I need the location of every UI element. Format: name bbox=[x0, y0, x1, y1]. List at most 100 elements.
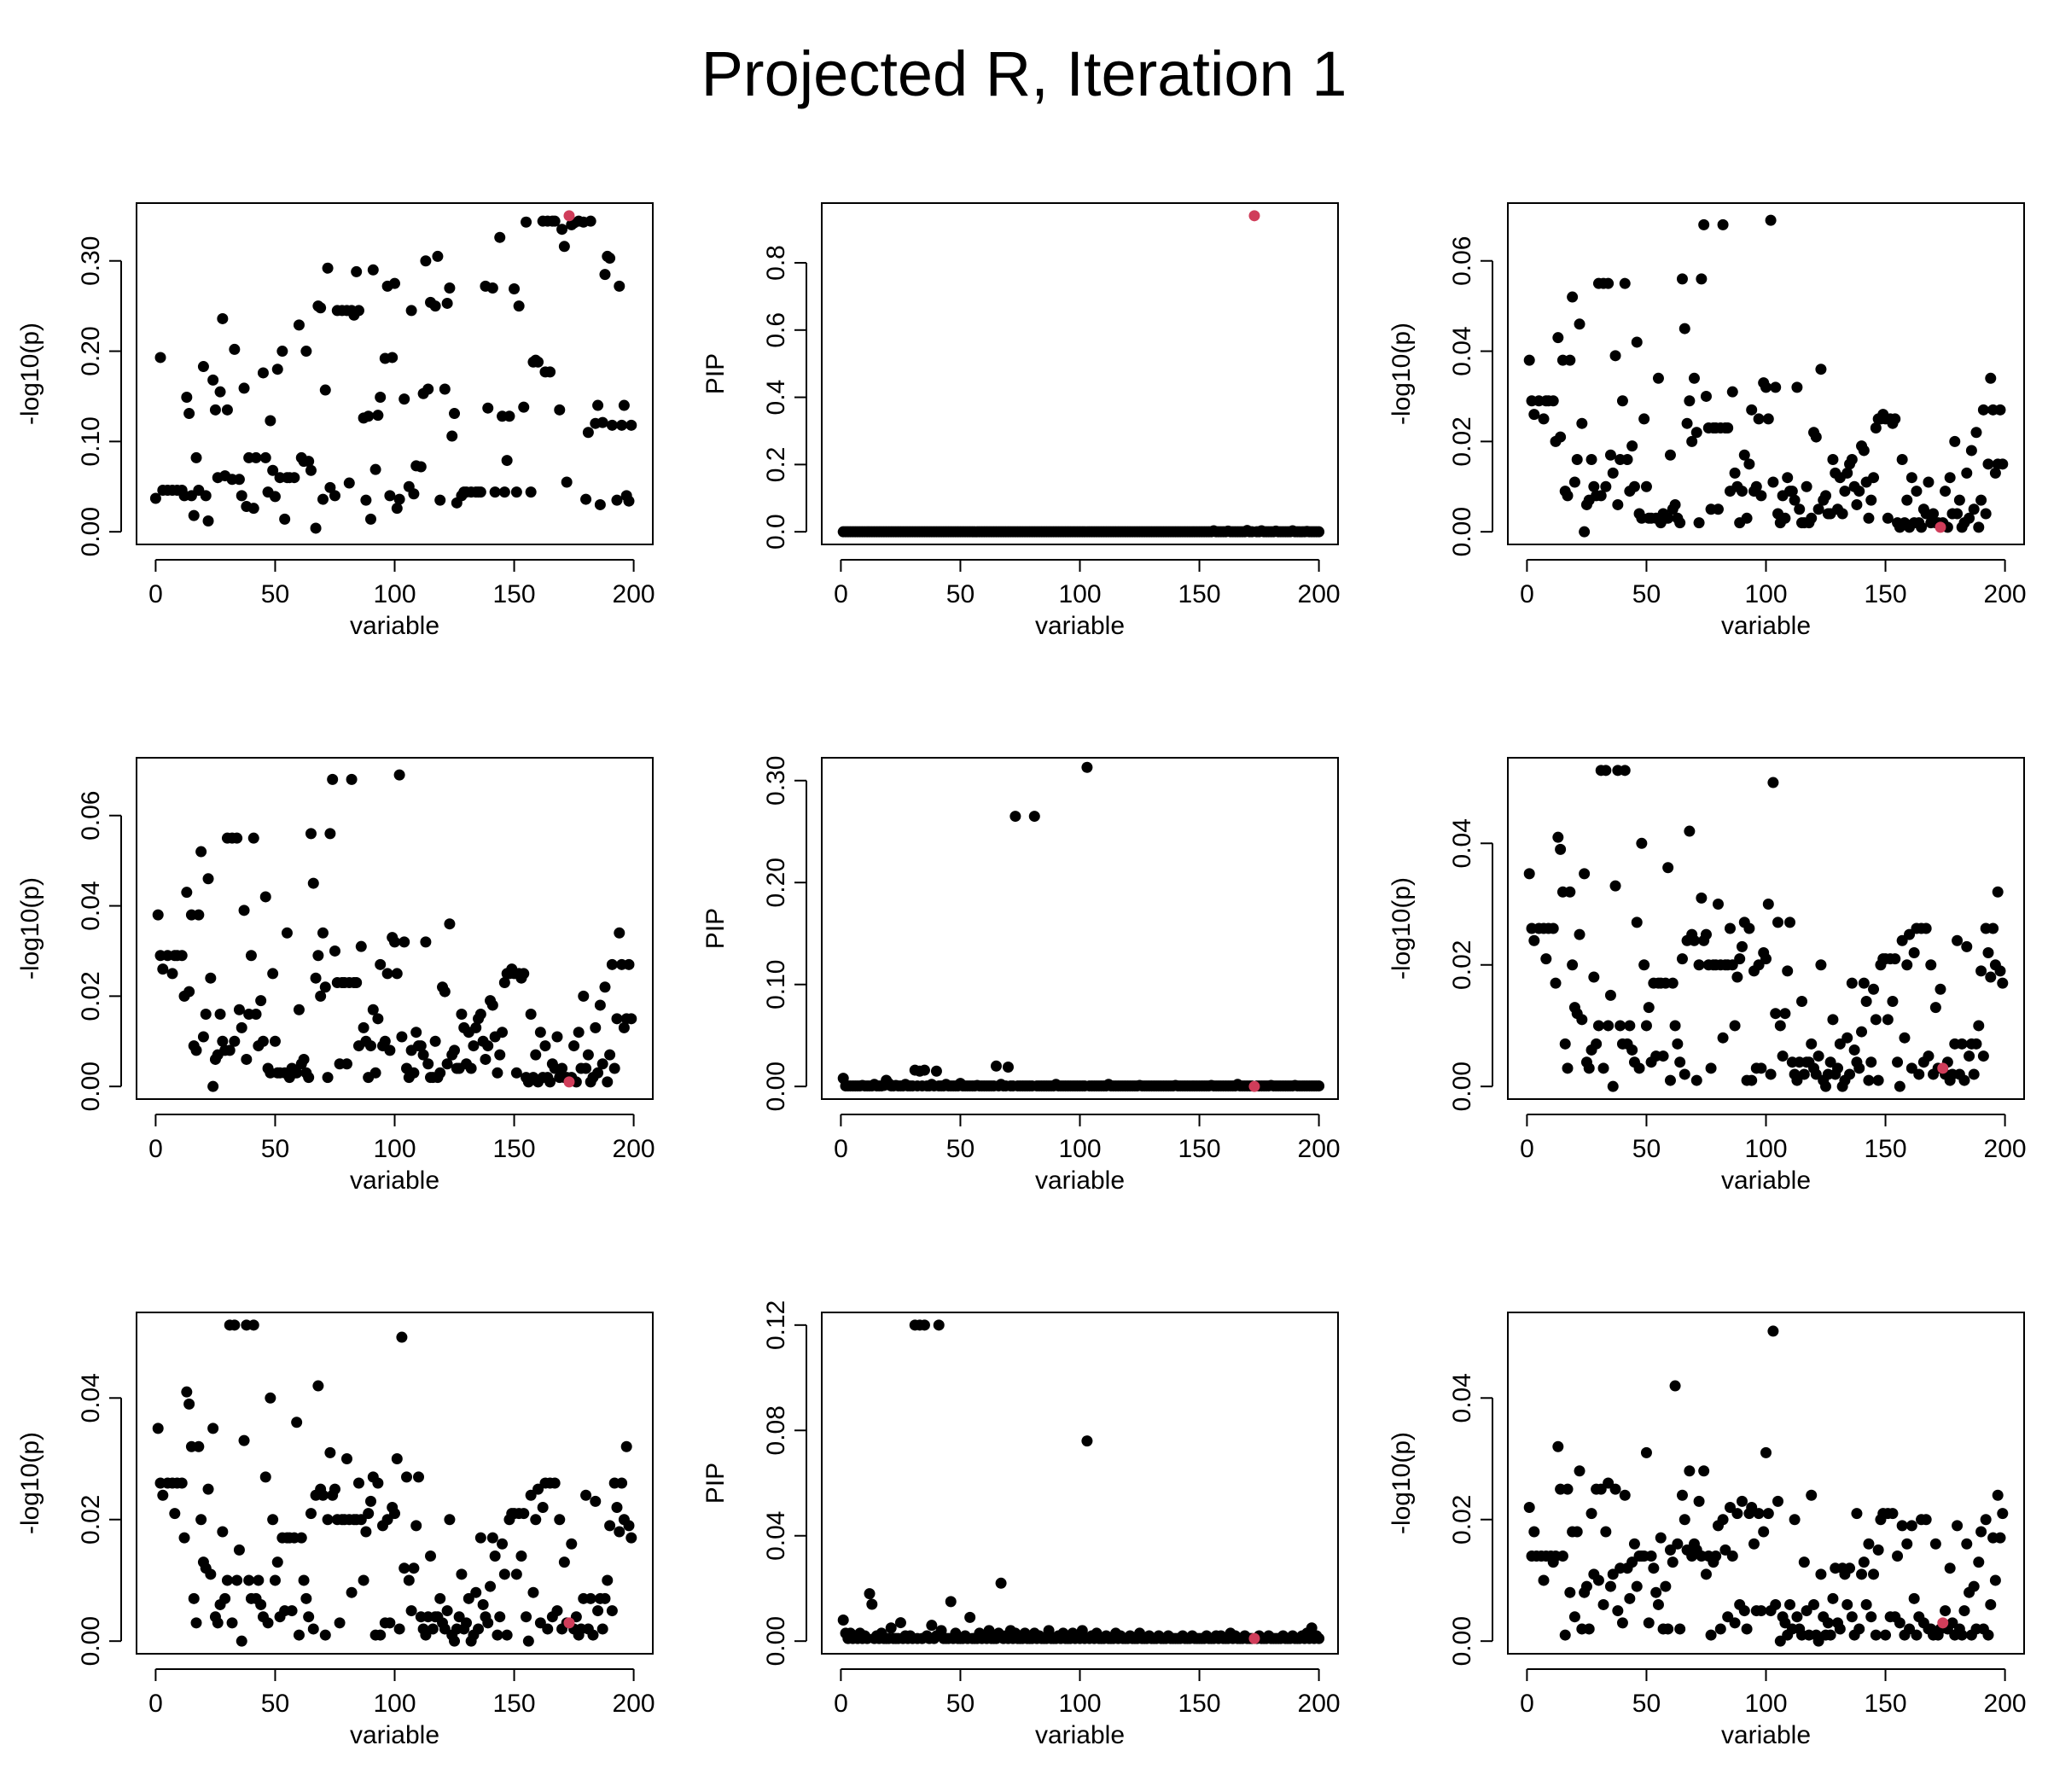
data-point bbox=[1892, 1550, 1904, 1562]
data-point bbox=[1985, 1598, 1997, 1610]
data-point bbox=[238, 1434, 250, 1446]
data-point bbox=[360, 1526, 372, 1538]
data-point bbox=[310, 522, 322, 534]
data-point bbox=[375, 958, 387, 970]
data-point bbox=[1619, 765, 1631, 777]
data-point bbox=[1741, 1623, 1753, 1635]
data-point bbox=[1736, 486, 1748, 497]
data-point bbox=[1672, 1038, 1684, 1050]
data-point bbox=[236, 1021, 247, 1033]
data-point bbox=[233, 1544, 245, 1556]
data-point bbox=[1820, 490, 1832, 502]
x-tick-label: 50 bbox=[261, 1690, 289, 1718]
data-point bbox=[596, 1058, 608, 1070]
data-point bbox=[509, 283, 521, 295]
data-point bbox=[312, 950, 324, 962]
data-point bbox=[1865, 1611, 1877, 1623]
data-point bbox=[1889, 953, 1901, 965]
data-point bbox=[1920, 1514, 1932, 1526]
data-point bbox=[1603, 277, 1615, 289]
x-tick-label: 0 bbox=[834, 1135, 848, 1163]
data-point bbox=[1853, 1062, 1865, 1074]
data-point bbox=[604, 1520, 616, 1532]
x-tick-label: 200 bbox=[1984, 1690, 2027, 1718]
data-point bbox=[1882, 512, 1894, 524]
data-point bbox=[1977, 1050, 1989, 1062]
data-point bbox=[1564, 354, 1576, 366]
data-point bbox=[190, 451, 202, 463]
data-point bbox=[1640, 1020, 1652, 1032]
data-point bbox=[1607, 1080, 1619, 1092]
data-point bbox=[1562, 1483, 1574, 1495]
data-point bbox=[317, 493, 329, 505]
data-point bbox=[530, 1514, 542, 1526]
data-point bbox=[410, 1027, 422, 1039]
data-point bbox=[1705, 1062, 1717, 1074]
data-point bbox=[1944, 472, 1956, 484]
x-tick-label: 200 bbox=[613, 1135, 655, 1163]
data-point bbox=[1994, 965, 2006, 977]
data-point bbox=[1631, 336, 1643, 348]
data-point bbox=[205, 1568, 217, 1580]
data-point bbox=[221, 404, 233, 416]
data-point bbox=[408, 1067, 420, 1079]
data-point bbox=[420, 255, 432, 267]
data-point bbox=[202, 1483, 214, 1495]
data-point bbox=[307, 1623, 319, 1635]
x-axis-label: variable bbox=[1721, 612, 1811, 640]
y-tick-label: 0.2 bbox=[762, 447, 790, 483]
x-tick-label: 50 bbox=[1632, 580, 1661, 608]
data-point bbox=[229, 343, 241, 355]
y-tick-label: 0.12 bbox=[762, 1300, 790, 1350]
data-point bbox=[1731, 971, 1743, 983]
data-point bbox=[1540, 953, 1552, 965]
data-point bbox=[1968, 1580, 1980, 1592]
data-point bbox=[554, 1514, 566, 1526]
data-point bbox=[582, 1049, 594, 1061]
data-point bbox=[592, 399, 604, 411]
data-point bbox=[259, 451, 271, 463]
x-tick-label: 0 bbox=[1520, 580, 1534, 608]
data-point bbox=[1880, 1629, 1892, 1641]
data-point bbox=[444, 1514, 456, 1526]
data-point bbox=[422, 383, 434, 395]
data-point bbox=[474, 486, 486, 498]
plot-frame bbox=[1507, 1312, 2025, 1655]
data-point bbox=[556, 1062, 568, 1074]
data-point bbox=[396, 1031, 408, 1043]
data-point bbox=[1523, 1501, 1535, 1513]
data-point bbox=[582, 427, 594, 439]
data-point bbox=[1595, 490, 1607, 502]
data-point bbox=[247, 1319, 259, 1331]
data-point bbox=[1812, 1050, 1824, 1062]
data-point bbox=[494, 1611, 506, 1623]
data-point bbox=[614, 1526, 625, 1538]
data-point bbox=[439, 383, 451, 395]
data-point bbox=[1899, 1032, 1911, 1044]
data-point bbox=[1631, 916, 1643, 928]
data-point bbox=[494, 1049, 506, 1061]
data-point bbox=[1619, 277, 1631, 289]
data-point bbox=[1789, 1514, 1801, 1526]
data-point bbox=[176, 1477, 188, 1489]
data-point bbox=[1860, 1598, 1872, 1610]
data-point bbox=[1753, 1508, 1765, 1520]
data-point bbox=[554, 404, 566, 416]
data-point bbox=[945, 1596, 957, 1608]
data-point bbox=[1755, 490, 1767, 502]
data-point bbox=[1604, 1580, 1616, 1592]
data-point bbox=[1741, 512, 1753, 524]
data-point bbox=[1980, 1514, 1992, 1526]
data-point bbox=[1609, 1483, 1621, 1495]
data-point bbox=[1815, 1568, 1827, 1580]
data-point bbox=[446, 430, 458, 442]
data-point bbox=[1628, 1538, 1640, 1550]
data-point bbox=[417, 1049, 429, 1061]
data-point bbox=[489, 486, 501, 498]
data-point bbox=[1562, 490, 1574, 502]
data-point bbox=[1820, 1080, 1832, 1092]
data-point bbox=[405, 1605, 417, 1617]
data-point bbox=[474, 1532, 486, 1544]
data-point bbox=[1815, 959, 1827, 971]
data-point bbox=[209, 404, 221, 416]
